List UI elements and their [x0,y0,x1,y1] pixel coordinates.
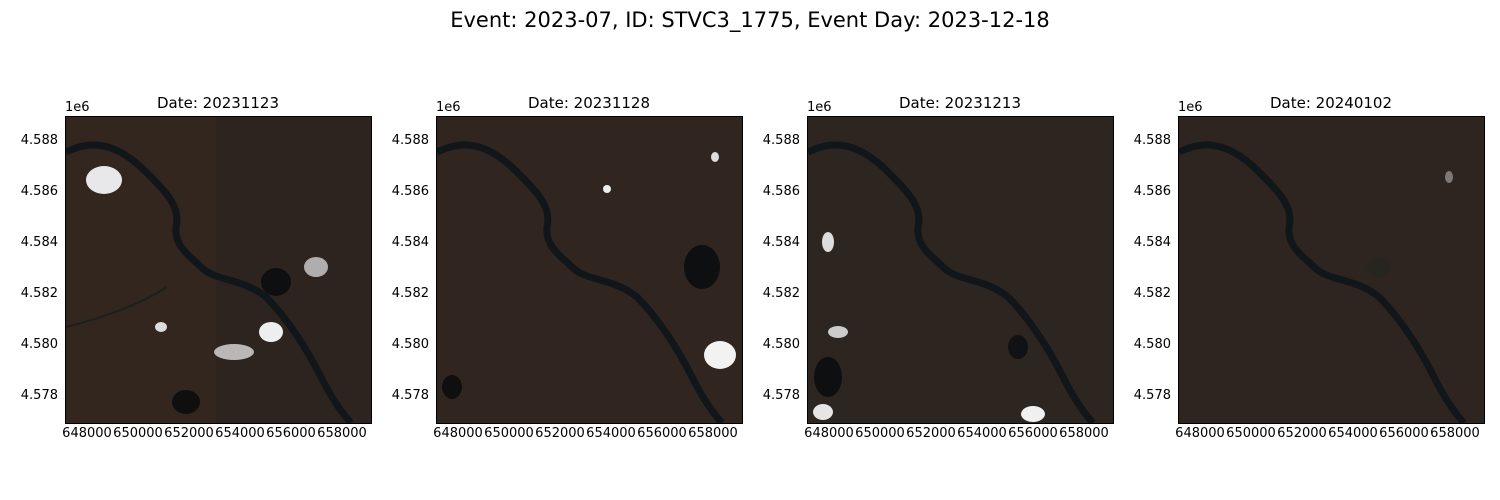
satellite-image [1178,116,1485,424]
x-tick-label: 652000 [164,426,214,441]
image-panel-1: Date: 20231123 1e6 4.588 4.586 4.584 4.5… [0,90,380,470]
x-tick-label: 650000 [855,426,905,441]
x-tick-label: 648000 [1175,426,1225,441]
y-axis-offset: 1e6 [807,100,832,115]
x-tick-label: 652000 [1277,426,1327,441]
x-tick-label: 654000 [957,426,1007,441]
x-tick-label: 648000 [433,426,483,441]
x-tick-label: 654000 [586,426,636,441]
x-tick-label: 656000 [1008,426,1058,441]
y-tick-label: 4.588 [1133,133,1171,148]
y-tick-label: 4.584 [391,235,429,250]
image-panel-4: Date: 20240102 1e6 4.588 4.586 4.584 4.5… [1113,90,1493,470]
x-tick-label: 648000 [62,426,112,441]
y-tick-label: 4.580 [20,337,58,352]
x-tick-label: 650000 [484,426,534,441]
x-tick-label: 654000 [1328,426,1378,441]
y-tick-label: 4.580 [762,337,800,352]
y-tick-label: 4.582 [391,286,429,301]
y-tick-label: 4.588 [762,133,800,148]
y-tick-label: 4.582 [20,286,58,301]
y-axis-offset: 1e6 [436,100,461,115]
y-tick-label: 4.582 [762,286,800,301]
figure-title: Event: 2023-07, ID: STVC3_1775, Event Da… [450,8,1050,32]
x-tick-label: 654000 [215,426,265,441]
x-tick-label: 650000 [113,426,163,441]
x-tick-label: 658000 [1059,426,1109,441]
y-tick-label: 4.580 [1133,337,1171,352]
x-tick-label: 658000 [1430,426,1480,441]
satellite-image [65,116,372,424]
y-tick-label: 4.588 [391,133,429,148]
satellite-image [436,116,743,424]
image-panel-3: Date: 20231213 1e6 4.588 4.586 4.584 4.5… [742,90,1122,470]
x-tick-label: 652000 [906,426,956,441]
y-tick-label: 4.582 [1133,286,1171,301]
y-tick-label: 4.578 [1133,388,1171,403]
panel-title: Date: 20240102 [1269,94,1393,112]
y-axis-offset: 1e6 [65,100,90,115]
y-tick-label: 4.584 [1133,235,1171,250]
panel-title: Date: 20231123 [156,94,280,112]
panel-title: Date: 20231213 [898,94,1022,112]
y-tick-label: 4.586 [391,184,429,199]
y-tick-label: 4.584 [762,235,800,250]
x-tick-label: 656000 [637,426,687,441]
satellite-image [807,116,1114,424]
x-tick-label: 658000 [688,426,738,441]
x-tick-label: 656000 [266,426,316,441]
y-tick-label: 4.578 [762,388,800,403]
image-panel-2: Date: 20231128 1e6 4.588 4.586 4.584 4.5… [371,90,751,470]
y-tick-label: 4.588 [20,133,58,148]
panel-title: Date: 20231128 [527,94,651,112]
y-tick-label: 4.584 [20,235,58,250]
x-tick-label: 650000 [1226,426,1276,441]
x-tick-label: 652000 [535,426,585,441]
y-tick-label: 4.586 [762,184,800,199]
x-tick-label: 658000 [317,426,367,441]
y-tick-label: 4.586 [20,184,58,199]
y-axis-offset: 1e6 [1178,100,1203,115]
x-tick-label: 648000 [804,426,854,441]
y-tick-label: 4.578 [391,388,429,403]
y-tick-label: 4.580 [391,337,429,352]
y-tick-label: 4.578 [20,388,58,403]
y-tick-label: 4.586 [1133,184,1171,199]
x-tick-label: 656000 [1379,426,1429,441]
